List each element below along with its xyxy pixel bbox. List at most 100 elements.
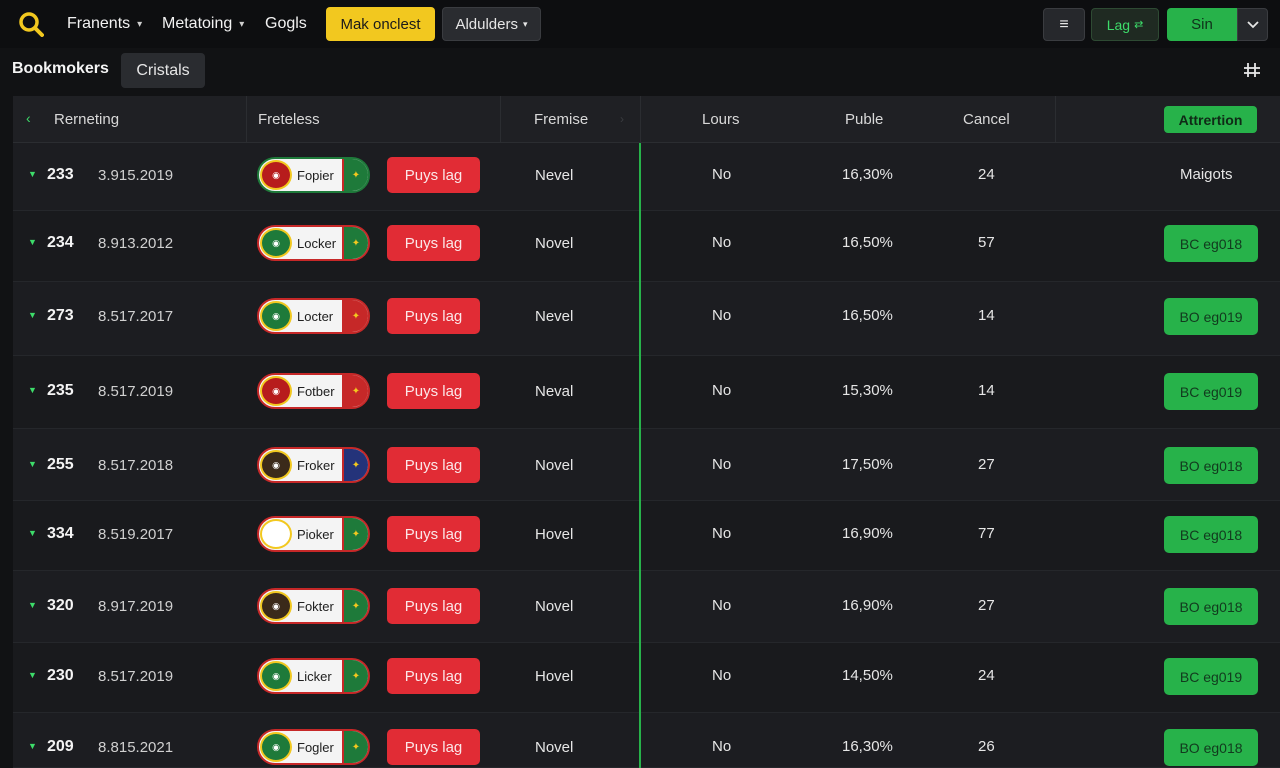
row-cancel: 27 [978,456,995,473]
team-badge[interactable]: ◉ Pioker ✦ [257,516,370,552]
row-cancel: 14 [978,382,995,399]
row-status: Nevel [535,308,574,325]
action-button[interactable]: Puys lag [387,373,480,409]
team-name: Fokter [297,599,334,614]
team-badge[interactable]: ◉ Fokter ✦ [257,588,370,624]
chevron-right-icon: › [620,112,624,126]
row-action-button[interactable]: BO eg018 [1164,729,1258,766]
team-badge[interactable]: ◉ Fogler ✦ [257,729,370,765]
login-label: Lag [1106,16,1131,33]
attention-button[interactable]: Attrertion [1164,106,1257,133]
tab-bookmakers[interactable]: Bookmokers [12,60,109,77]
action-button[interactable]: Puys lag [387,298,480,334]
row-lours: No [712,382,732,399]
row-date: 8.517.2017 [98,308,174,325]
row-action-button[interactable]: BC eg019 [1164,658,1258,695]
action-button[interactable]: Puys lag [387,447,480,483]
action-button[interactable]: Puys lag [387,729,480,765]
table-row[interactable] [13,211,1280,282]
action-button[interactable]: Puys lag [387,658,480,694]
tab-cristals[interactable]: Cristals [121,53,205,88]
action-button[interactable]: Puys lag [387,157,480,193]
row-date: 8.517.2019 [98,668,174,685]
table-row[interactable] [13,643,1280,713]
team-name: Fopier [297,168,334,183]
crest-icon: ◉ [260,450,292,480]
chevron-down-icon[interactable]: ▼ [28,600,37,610]
grid-icon[interactable] [1243,62,1261,78]
nav-item-2[interactable]: Gogls [265,0,307,48]
chevron-down-icon[interactable]: ▼ [28,459,37,469]
chevron-down-icon[interactable]: ▼ [28,237,37,247]
row-status: Novel [535,457,574,474]
row-lours: No [712,525,732,542]
flag-icon: ✦ [342,590,368,622]
chevron-down-icon: ▾ [239,18,245,30]
search-icon[interactable] [18,11,44,37]
team-badge[interactable]: ◉ Licker ✦ [257,658,370,694]
menu-button[interactable]: ≡ [1043,8,1085,41]
team-badge[interactable]: ◉ Locter ✦ [257,298,370,334]
chevron-left-icon[interactable]: ‹ [26,110,31,126]
login-button[interactable]: Lag ⇄ [1091,8,1159,41]
row-action-button[interactable]: BC eg018 [1164,225,1258,262]
row-puble: 17,50% [842,456,893,473]
flag-icon: ✦ [342,375,368,407]
nav-item-1[interactable]: Metatoing ▾ [162,0,244,48]
crest-icon: ◉ [260,732,292,762]
team-badge[interactable]: ◉ Froker ✦ [257,447,370,483]
row-puble: 16,30% [842,738,893,755]
column-header-puble[interactable]: Puble [845,111,884,128]
row-cancel: 14 [978,307,995,324]
row-puble: 15,30% [842,382,893,399]
action-button[interactable]: Puys lag [387,588,480,624]
chevron-down-icon[interactable]: ▼ [28,528,37,538]
table-row[interactable] [13,713,1280,768]
row-puble: 16,50% [842,307,893,324]
row-status: Nevel [535,167,574,184]
table-row[interactable] [13,356,1280,429]
action-button[interactable]: Puys lag [387,516,480,552]
row-action-button[interactable]: BC eg019 [1164,373,1258,410]
team-badge[interactable]: ◉ Fopier ✦ [257,157,370,193]
column-header-lours[interactable]: Lours [702,111,740,128]
row-status: Novel [535,598,574,615]
row-cancel: 27 [978,597,995,614]
dropdown-button[interactable]: Aldulders ▾ [442,7,541,41]
signin-dropdown-button[interactable] [1237,8,1268,41]
column-divider [500,96,501,143]
nav-label: Gogls [265,15,307,32]
table-row[interactable] [13,501,1280,571]
nav-item-0[interactable]: Franents ▾ [67,0,142,48]
chevron-down-icon: ▾ [137,18,143,30]
flag-icon: ✦ [342,660,368,692]
team-badge[interactable]: ◉ Locker ✦ [257,225,370,261]
row-date: 8.517.2019 [98,383,174,400]
row-id: 334 [47,525,74,542]
table-row[interactable] [13,429,1280,501]
row-action-button[interactable]: BO eg018 [1164,447,1258,484]
row-action-button[interactable]: BC eg018 [1164,516,1258,553]
column-header-cancel[interactable]: Cancel [963,111,1010,128]
chevron-down-icon[interactable]: ▼ [28,310,37,320]
table-row[interactable] [13,282,1280,356]
chevron-down-icon[interactable]: ▼ [28,741,37,751]
row-action-button[interactable]: BO eg019 [1164,298,1258,335]
column-header-freteless[interactable]: Freteless [258,111,320,128]
column-divider [1055,96,1056,143]
table-row[interactable] [13,571,1280,643]
row-action-button[interactable]: BO eg018 [1164,588,1258,625]
chevron-down-icon[interactable]: ▼ [28,169,37,179]
signin-button[interactable]: Sin [1167,8,1237,41]
chevron-down-icon[interactable]: ▼ [28,385,37,395]
nav-label: Metatoing [162,15,233,32]
team-badge[interactable]: ◉ Fotber ✦ [257,373,370,409]
table-row[interactable] [13,143,1280,211]
action-button[interactable]: Puys lag [387,225,480,261]
row-date: 8.519.2017 [98,526,174,543]
column-header-rerneting[interactable]: Rerneting [54,111,120,128]
primary-yellow-button[interactable]: Mak onclest [326,7,435,41]
column-header-fremise[interactable]: Fremise [534,111,589,128]
column-highlight-line [639,143,641,768]
chevron-down-icon[interactable]: ▼ [28,670,37,680]
